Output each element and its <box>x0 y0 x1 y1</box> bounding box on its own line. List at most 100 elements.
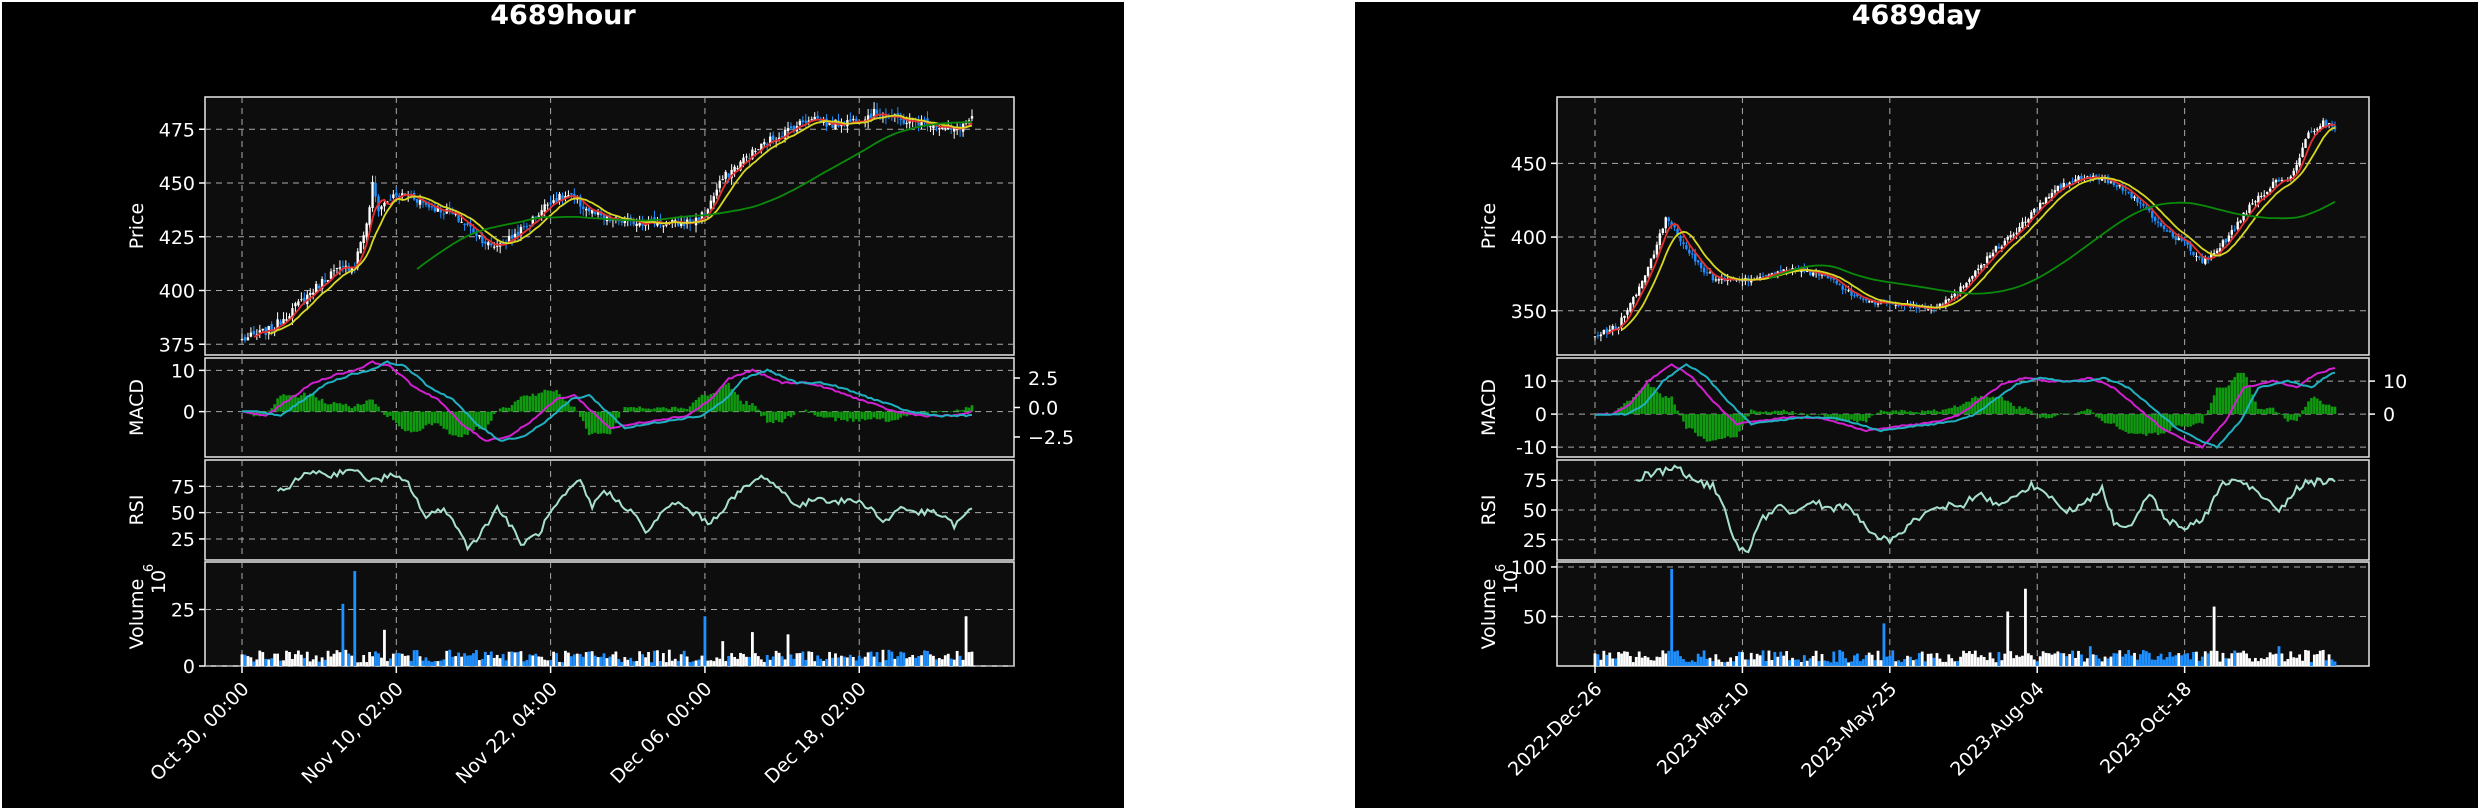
volume-bar <box>635 661 638 666</box>
macd-histogram-bar <box>392 412 395 421</box>
candle-body <box>1697 260 1699 262</box>
macd-histogram-bar <box>790 412 793 418</box>
volume-bar <box>2304 650 2307 666</box>
volume-bar <box>1753 659 1756 666</box>
macd-histogram-bar <box>1927 410 1930 414</box>
volume-bar <box>484 652 487 666</box>
candle-body <box>460 222 462 223</box>
candle-body <box>549 202 551 204</box>
volume-bar <box>2104 657 2107 666</box>
volume-bar <box>2310 662 2313 666</box>
volume-bar <box>442 659 445 666</box>
candle-body <box>1594 336 1596 337</box>
candle-body <box>1762 276 1764 277</box>
macd-histogram-bar <box>1877 413 1880 414</box>
candle-body <box>944 128 946 129</box>
candle-body <box>2322 121 2324 128</box>
volume-bar <box>469 655 472 666</box>
macd-histogram-bar <box>389 412 392 416</box>
volume-bar <box>1989 653 1992 666</box>
macd-histogram-bar <box>2012 406 2015 414</box>
candle-body <box>259 330 261 332</box>
macd-histogram-bar <box>1947 408 1950 414</box>
volume-bar <box>1859 661 1862 666</box>
volume-bar <box>267 659 270 666</box>
volume-bar <box>380 658 383 666</box>
candle-body <box>733 167 735 172</box>
y-tick-label: 375 <box>159 334 195 356</box>
volume-bar <box>671 661 674 666</box>
volume-bar <box>2068 654 2071 666</box>
volume-bar <box>330 656 333 666</box>
volume-bar <box>2269 652 2272 666</box>
volume-bar <box>680 654 683 666</box>
candle-body <box>1653 255 1655 259</box>
candle-body <box>318 286 320 288</box>
candle-body <box>523 226 525 227</box>
volume-bar <box>291 659 294 666</box>
volume-bar <box>318 662 321 666</box>
volume-bar <box>1650 660 1653 666</box>
volume-bar <box>570 656 573 666</box>
volume-bar <box>303 658 306 666</box>
volume-bar <box>861 658 864 666</box>
candle-body <box>463 224 465 225</box>
volume-bar <box>790 654 793 666</box>
volume-bar <box>493 658 496 666</box>
volume-bar <box>873 657 876 666</box>
volume-bar <box>902 653 905 666</box>
macd-histogram-bar <box>938 411 941 412</box>
macd-histogram-bar <box>1909 411 1912 414</box>
volume-bar <box>781 656 784 666</box>
candle-body <box>526 226 528 227</box>
volume-bar <box>2107 658 2110 666</box>
macd-histogram-bar <box>1886 412 1889 415</box>
macd-histogram-bar <box>822 412 825 418</box>
volume-bar <box>772 656 775 666</box>
candle-body <box>2175 238 2177 240</box>
volume-bar <box>1968 651 1971 666</box>
macd-histogram-bar <box>457 412 460 437</box>
volume-bar <box>1735 656 1738 666</box>
macd-histogram-bar <box>573 407 576 412</box>
candle-body <box>1656 245 1658 255</box>
macd-histogram-bar <box>1765 411 1768 414</box>
macd-histogram-bar <box>805 410 808 412</box>
volume-bar <box>1653 661 1656 666</box>
volume-bar <box>2322 650 2325 666</box>
volume-bar <box>748 657 751 666</box>
volume-bar <box>1608 653 1611 666</box>
macd-histogram-bar <box>365 401 368 412</box>
macd-histogram-bar <box>772 412 775 423</box>
candle-body <box>2248 205 2250 213</box>
volume-bar <box>1794 660 1797 666</box>
volume-bar <box>846 657 849 666</box>
macd-histogram-bar <box>825 412 828 418</box>
volume-bar <box>2018 657 2021 666</box>
macd-histogram-bar <box>2021 408 2024 414</box>
candle-body <box>1868 301 1870 302</box>
macd-histogram-bar <box>2001 397 2004 414</box>
candle-body <box>1659 233 1661 245</box>
macd-histogram-bar <box>529 396 532 411</box>
macd-histogram-bar <box>1918 413 1921 414</box>
macd-histogram-bar <box>437 412 440 424</box>
candle-body <box>1679 237 1681 242</box>
macd-histogram-bar <box>2284 414 2287 418</box>
volume-bar <box>306 652 309 666</box>
chart-canvas: 375400425450475Price010MACD−2.50.02.5255… <box>2 2 1128 812</box>
volume-bar <box>362 655 365 666</box>
candle-body <box>300 299 302 300</box>
volume-bar <box>968 652 971 666</box>
volume-bar <box>2160 654 2163 666</box>
macd-histogram-bar <box>582 412 585 421</box>
volume-bar <box>2254 658 2257 666</box>
candle-body <box>1927 309 1929 310</box>
volume-bar <box>273 654 276 666</box>
volume-bar <box>1818 661 1821 666</box>
macd-histogram-bar <box>2098 414 2101 418</box>
volume-bar <box>2222 653 2225 666</box>
y-tick-label: 400 <box>1511 227 1547 249</box>
candle-body <box>638 223 640 226</box>
